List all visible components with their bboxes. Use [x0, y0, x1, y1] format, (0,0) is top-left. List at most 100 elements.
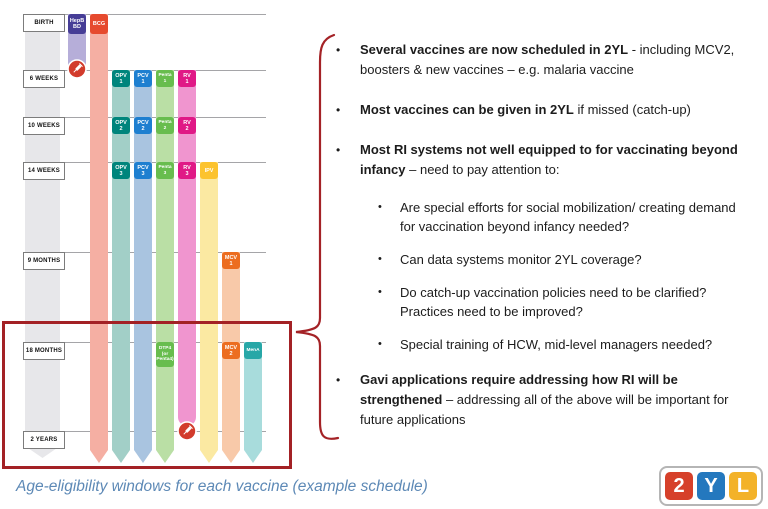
chip-label: 1 — [163, 78, 167, 84]
chip-label: 1 — [141, 78, 145, 85]
bullet-marker-icon: • — [378, 286, 382, 298]
bullet-text: Most RI systems not well equipped to for… — [360, 140, 756, 180]
age-label-14-weeks: 14 WEEKS — [23, 162, 65, 180]
sub-bullet-text: Do catch-up vaccination policies need to… — [400, 285, 707, 319]
chip-label: MCV — [224, 254, 238, 261]
gridline-birth — [25, 14, 266, 15]
chip-label: (or — [161, 351, 169, 357]
sub-bullet-text: Are special efforts for social mobilizat… — [400, 200, 736, 234]
chip-mcv-2: MCV 2 — [222, 342, 240, 359]
chip-hepb-bd: HepB BD — [68, 14, 86, 34]
chip-label: 3 — [185, 170, 189, 177]
bullet-bold-text: Several vaccines are now scheduled in 2Y… — [360, 42, 629, 57]
chip-label: OPV — [115, 164, 127, 171]
vaccination-stop-icon — [177, 421, 197, 441]
chip-pcv-1: PCV 1 — [134, 70, 152, 87]
logo-tile-y: Y — [697, 472, 725, 500]
chip-pcv-2: PCV 2 — [134, 117, 152, 134]
chip-rv-2: RV 2 — [178, 117, 196, 134]
chip-label: MCV — [224, 344, 238, 351]
chip-label: 1 — [119, 78, 123, 85]
bullet-item: • Several vaccines are now scheduled in … — [336, 40, 762, 80]
chip-label: PCV — [137, 72, 149, 79]
chip-label: MenA — [246, 347, 260, 353]
chip-pcv-3: PCV 3 — [134, 162, 152, 179]
age-label-9-months: 9 MONTHS — [23, 252, 65, 270]
bullet-marker-icon: • — [378, 253, 382, 265]
chip-label: OPV — [115, 119, 127, 126]
chip-opv-2: OPV 2 — [112, 117, 130, 134]
chart-caption: Age-eligibility windows for each vaccine… — [16, 478, 428, 495]
bullet-item: • Most vaccines can be given in 2YL if m… — [336, 100, 762, 120]
logo-tile-l: L — [729, 472, 757, 500]
chip-label: 2 — [119, 125, 123, 132]
bullet-item: • Most RI systems not well equipped to f… — [336, 140, 762, 180]
chip-label: 1 — [229, 260, 233, 267]
bullet-rest-text: if missed (catch-up) — [573, 102, 691, 117]
vaccination-stop-icon — [67, 59, 87, 79]
bullet-rest-text: – need to pay attention to: — [405, 162, 560, 177]
2yl-logo: 2 Y L — [659, 466, 763, 506]
sub-bullet-item: • Special training of HCW, mid-level man… — [378, 335, 762, 354]
chip-label: Penta4) — [156, 357, 174, 363]
chip-mena: MenA — [244, 342, 262, 359]
chip-label: Penta — [158, 120, 172, 126]
chip-label: Penta — [158, 73, 172, 79]
age-label-2-years: 2 YEARS — [23, 431, 65, 449]
bullet-marker-icon: • — [378, 201, 382, 213]
bullet-item: • Gavi applications require addressing h… — [336, 370, 762, 430]
chip-label: 3 — [163, 170, 167, 176]
age-label-10-weeks: 10 WEEKS — [23, 117, 65, 135]
chip-label: BCG — [92, 21, 106, 27]
bullet-text: Several vaccines are now scheduled in 2Y… — [360, 40, 756, 80]
chip-label: 3 — [141, 170, 145, 177]
bullet-marker-icon: • — [336, 103, 341, 117]
chip-label: 2 — [163, 125, 167, 131]
chip-penta-1: Penta 1 — [156, 70, 174, 87]
bullet-text: Gavi applications require addressing how… — [360, 370, 756, 430]
sub-bullet-item: • Are special efforts for social mobiliz… — [378, 198, 762, 236]
chip-rv-1: RV 1 — [178, 70, 196, 87]
sub-bullet-text: Can data systems monitor 2YL coverage? — [400, 252, 642, 267]
2yl-highlight-rectangle — [2, 321, 292, 469]
chip-label: Penta — [158, 165, 172, 171]
logo-tile-2: 2 — [665, 472, 693, 500]
chip-label: DTP4 — [158, 346, 172, 352]
bar-bcg — [90, 14, 108, 450]
chip-label: IPV — [204, 167, 214, 174]
bar-mena — [244, 342, 262, 450]
chip-label: 2 — [229, 350, 233, 357]
chip-label: PCV — [137, 119, 149, 126]
age-label-birth: BIRTH — [23, 14, 65, 32]
chip-label: PCV — [137, 164, 149, 171]
bullet-rest-text: - including MCV2, boosters & new vaccine… — [360, 42, 735, 77]
bar-rv — [178, 70, 196, 426]
sub-bullet-item: • Can data systems monitor 2YL coverage? — [378, 250, 762, 269]
chip-ipv: IPV — [200, 162, 218, 179]
bullet-marker-icon: • — [336, 373, 341, 387]
chip-opv-3: OPV 3 — [112, 162, 130, 179]
sub-bullet-item: • Do catch-up vaccination policies need … — [378, 283, 762, 321]
vaccine-schedule-chart: HepB BD BCG OPV 1 PCV 1 Penta 1 RV 1 OPV… — [0, 0, 340, 509]
chip-label: BD — [73, 24, 81, 30]
bullet-bold-text: Gavi applications require addressing how… — [360, 372, 678, 407]
chip-mcv-1: MCV 1 — [222, 252, 240, 269]
bullet-marker-icon: • — [336, 43, 341, 57]
age-label-18-months: 18 MONTHS — [23, 342, 65, 360]
bullet-bold-text: Most vaccines can be given in 2YL — [360, 102, 574, 117]
chip-label: OPV — [115, 72, 127, 79]
chip-label: 3 — [119, 170, 123, 177]
chip-label: RV — [183, 119, 191, 126]
chip-label: RV — [183, 72, 191, 79]
bullet-marker-icon: • — [336, 143, 341, 157]
chip-dtp4: DTP4 (or Penta4) — [156, 342, 174, 367]
bullet-text: Most vaccines can be given in 2YL if mis… — [360, 100, 756, 120]
bullet-rest-text: – addressing all of the above will be im… — [360, 392, 729, 427]
bullet-marker-icon: • — [378, 338, 382, 350]
chip-label: HepB — [69, 18, 85, 24]
chip-penta-3: Penta 3 — [156, 162, 174, 179]
bullet-panel: • Several vaccines are now scheduled in … — [336, 40, 762, 450]
chip-rv-3: RV 3 — [178, 162, 196, 179]
chip-label: 2 — [141, 125, 145, 132]
